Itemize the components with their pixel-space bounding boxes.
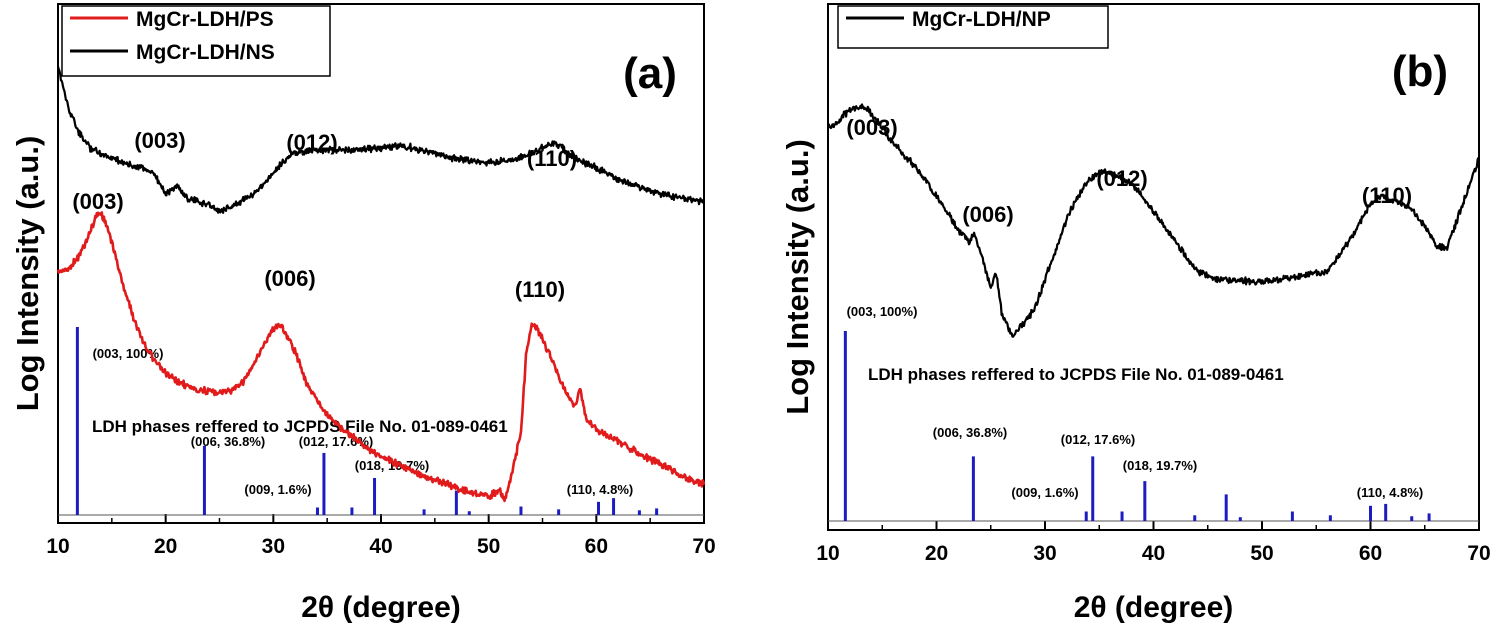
series-line-mgcr-ldh-np: [826, 103, 1481, 338]
series-line-mgcr-ldh-ns: [56, 66, 706, 214]
plot-frame: [827, 3, 1480, 531]
x-tick-label: 50: [1250, 542, 1273, 565]
series-line-mgcr-ldh-ps: [56, 211, 706, 503]
reference-line-label: (012, 17.6%): [1061, 432, 1135, 447]
panel-label: (a): [623, 49, 677, 98]
reference-line-label: (006, 36.8%): [191, 434, 265, 449]
x-tick-label: 40: [1142, 542, 1165, 565]
x-axis-label: 2θ (degree): [301, 591, 461, 624]
x-tick-label: 10: [816, 542, 839, 565]
x-tick-label: 40: [369, 535, 392, 558]
peak-label: (012): [286, 130, 337, 155]
x-tick-label: 20: [925, 542, 948, 565]
x-axis-label: 2θ (degree): [1074, 591, 1234, 624]
reference-line-label: (006, 36.8%): [933, 425, 1007, 440]
legend-box: [837, 5, 1109, 49]
peak-label: (003): [846, 115, 897, 140]
y-axis-label: Log Intensity (a.u.): [780, 139, 815, 415]
reference-note: LDH phases reffered to JCPDS File No. 01…: [868, 365, 1284, 384]
peak-label: (006): [962, 202, 1013, 227]
peak-label: (003): [72, 189, 123, 214]
peak-label: (110): [515, 277, 565, 302]
x-tick-label: 50: [477, 535, 500, 558]
x-tick-label: 20: [154, 535, 177, 558]
reference-line-label: (009, 1.6%): [1011, 485, 1078, 500]
legend-entry: MgCr-LDH/PS: [136, 8, 274, 31]
reference-line-label: (110, 4.8%): [1357, 485, 1424, 500]
peak-label: (003): [134, 128, 185, 153]
y-axis-label: Log Intensity (a.u.): [10, 136, 45, 412]
x-tick-label: 60: [585, 535, 608, 558]
reference-line-label: (003, 100%): [847, 304, 918, 319]
legend-entry: MgCr-LDH/NS: [136, 41, 275, 64]
peak-label: (012): [1096, 166, 1147, 191]
reference-line-label: (110, 4.8%): [567, 482, 634, 497]
peak-label: (110): [527, 146, 577, 171]
panel-label: (b): [1392, 47, 1448, 96]
x-tick-label: 70: [1467, 542, 1490, 565]
x-tick-label: 30: [262, 535, 285, 558]
x-tick-label: 10: [46, 535, 69, 558]
chart-panel-b: 10 20 30 40 50 60 70 2θ (degree) Log Intensity (…: [780, 3, 1491, 624]
peak-label: (006): [264, 266, 315, 291]
x-tick-label: 70: [692, 535, 715, 558]
x-tick-label: 60: [1359, 542, 1382, 565]
reference-note: LDH phases reffered to JCPDS File No. 01…: [92, 417, 508, 436]
reference-line-label: (018, 19.7%): [1123, 458, 1197, 473]
x-tick-label: 30: [1033, 542, 1056, 565]
reference-line-label: (009, 1.6%): [244, 482, 311, 497]
peak-label: (110): [1362, 183, 1412, 208]
chart-panel-a: 10 20 30 40 50 60 70 2θ (degree) Log Intensity (…: [10, 3, 716, 624]
legend-entry: MgCr-LDH/NP: [912, 8, 1051, 31]
plot-frame: [57, 3, 705, 524]
